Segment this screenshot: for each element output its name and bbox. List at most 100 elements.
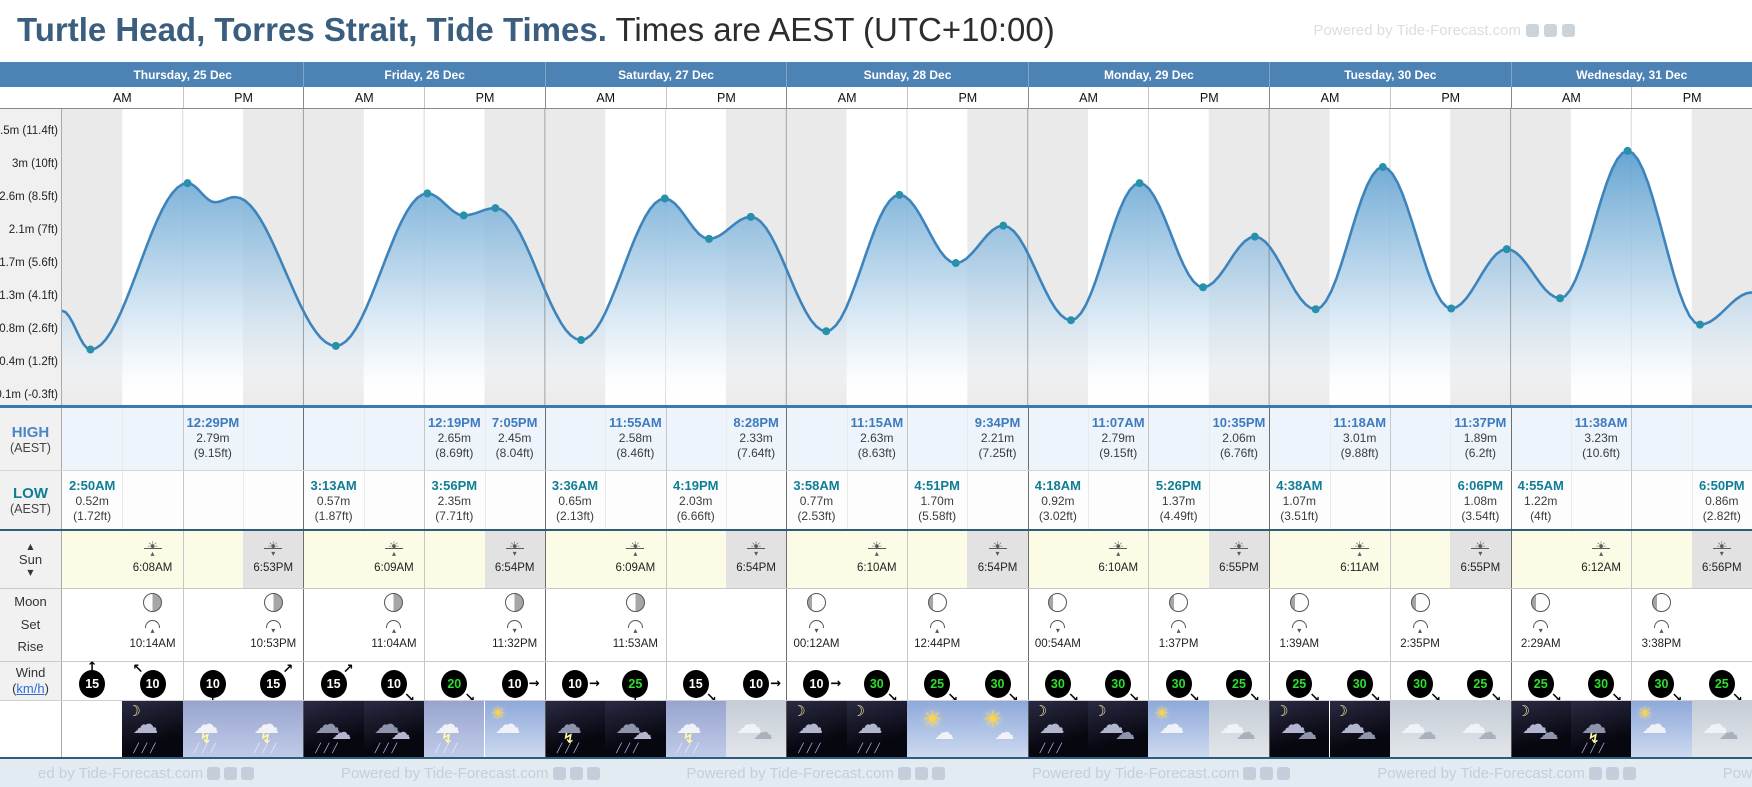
app-badge-icon	[224, 766, 238, 780]
moon-direction-caret: ▴	[1176, 626, 1181, 635]
tide-extreme-marker	[459, 211, 468, 220]
column-separator	[1329, 471, 1331, 529]
moonset-cell: ▾ 1:39AM	[1269, 589, 1329, 661]
moon-phase-icon-first-quarter	[263, 593, 283, 612]
low-tide-height-ft: (2.53ft)	[797, 508, 836, 523]
weather-glyph: ☀	[490, 704, 506, 724]
moonset-time: 00:12AM	[793, 638, 840, 650]
low-tide-entry: 2:50AM 0.52m (1.72ft)	[54, 471, 130, 529]
column-separator	[1269, 531, 1271, 588]
moon-label-text: Moon	[14, 594, 47, 609]
low-tide-height-m: 0.65m	[558, 494, 592, 508]
wind-direction-arrow-down-right: ↘	[404, 691, 415, 706]
app-badge-icon	[1622, 766, 1636, 780]
moonset-cell: ▾ 2:29AM	[1511, 589, 1571, 661]
low-tide-height-m: 0.57m	[316, 494, 351, 508]
sunrise-cell: ☀ ▴ 6:09AM	[605, 531, 665, 588]
weather-glyph: ↯	[441, 731, 453, 747]
column-separator	[1088, 471, 1090, 529]
weather-glyph: ☁	[1038, 710, 1065, 740]
sunrise-time: 6:09AM	[615, 562, 656, 575]
horizon-line	[143, 548, 162, 549]
high-tide-height-ft: (10.6ft)	[1582, 445, 1621, 460]
wind-speed-badge: 30 ↘	[1346, 670, 1381, 705]
low-tide-time: 3:56PM	[431, 478, 478, 493]
app-badge-icon	[897, 766, 911, 780]
sunset-icon: ☀ ▾	[1229, 540, 1248, 559]
moonset-cell: ▾ 00:12AM	[786, 589, 846, 661]
wind-direction-arrow-down-right: ↘	[1490, 691, 1502, 706]
column-separator	[786, 589, 788, 661]
powered-by-watermark-bar: ed by Tide-Forecast.com Powered by Tide-F…	[0, 757, 1752, 787]
moonrise-arc-icon	[929, 620, 945, 628]
wind-direction-arrow-down: ↓	[207, 693, 218, 706]
weather-glyph: ☁	[752, 720, 773, 744]
high-tide-height-ft: (7.25ft)	[978, 445, 1017, 460]
weather-glyph: ☁	[1718, 720, 1739, 744]
ampm-header-cell: PM	[424, 87, 545, 108]
sunset-icon: ☀ ▾	[505, 540, 524, 559]
weather-glyph: ╱╱╱	[616, 744, 642, 754]
sunrise-time: 6:09AM	[374, 562, 414, 575]
wind-direction-arrow-up-right: ↗	[282, 662, 294, 677]
wind-direction-arrow-down-right: ↘	[1128, 691, 1140, 706]
y-axis-tick-label: 3.5m (11.4ft)	[0, 125, 58, 137]
wind-speed-badge: 25 ↘	[1225, 670, 1260, 705]
weather-glyph: ↯	[562, 731, 575, 747]
low-tide-time: 4:55AM	[1517, 478, 1564, 493]
wind-speed-badge: 10 ↘	[380, 670, 415, 705]
low-tide-height-ft: (2.82ft)	[1702, 508, 1741, 523]
moon-phase-icon-waxing-gibbous	[1531, 593, 1551, 612]
wind-speed-badge: 10 →	[562, 670, 600, 698]
low-tide-height-ft: (6.66ft)	[676, 508, 715, 523]
weather-glyph: ☁	[1580, 710, 1607, 740]
column-separator	[967, 471, 969, 529]
y-axis-tick-label: 2.6m (8.5ft)	[0, 191, 58, 203]
column-separator	[1691, 471, 1693, 529]
sun-direction-caret: ▾	[271, 549, 276, 558]
column-separator	[1631, 662, 1633, 700]
weather-glyph: ☽	[1093, 702, 1107, 720]
low-tide-entry: 3:36AM 0.65m (2.13ft)	[537, 471, 613, 529]
sunset-cell: ☀ ▾ 6:54PM	[484, 531, 545, 588]
wind-unit-link[interactable]: km/h	[16, 681, 45, 696]
wind-speed-badge: 30 ↘	[1648, 670, 1682, 705]
ampm-header-cell: PM	[182, 87, 304, 108]
wind-speed-badge: 25 ↘	[1708, 670, 1743, 705]
sunset-cell: ☀ ▾ 6:54PM	[967, 531, 1028, 588]
high-tide-time: 9:34PM	[974, 415, 1021, 430]
low-tide-time: 4:18AM	[1034, 478, 1081, 493]
high-tide-time: 7:05PM	[491, 415, 538, 430]
sun-glyph: ☀	[1474, 540, 1487, 548]
sunset-time: 6:55PM	[1460, 562, 1501, 575]
column-separator	[1510, 531, 1512, 588]
weather-glyph: ↯	[682, 731, 695, 747]
app-badge-icon	[914, 766, 928, 780]
app-badge-icon	[1260, 766, 1274, 780]
low-tide-height-m: 1.08m	[1463, 494, 1498, 508]
y-axis-tick-label: 1.7m (5.6ft)	[0, 257, 58, 269]
low-tide-entry: 3:56PM 2.35m (7.71ft)	[416, 471, 492, 529]
sunrise-time: 6:08AM	[132, 562, 173, 575]
moon-direction-caret: ▾	[1538, 626, 1543, 635]
column-separator	[1269, 589, 1271, 661]
moon-phase-icon-waxing-gibbous	[1410, 593, 1430, 612]
column-separator	[544, 662, 546, 700]
page-title-location: Turtle Head, Torres Strait, Tide Times.	[17, 11, 607, 48]
sun-glyph: ☀	[1715, 540, 1728, 548]
sun-glyph: ☀	[146, 540, 159, 548]
column-separator	[907, 662, 908, 700]
weather-row-left-spacer	[0, 701, 62, 757]
high-tide-height-ft: (8.69ft)	[435, 445, 474, 460]
powered-by-watermark: Powered by Tide-Forecast.com	[1032, 765, 1291, 782]
high-tide-height-m: 2.79m	[1101, 431, 1135, 445]
horizon-line	[1712, 548, 1731, 549]
column-separator	[303, 589, 305, 661]
low-tide-height-ft: (4ft)	[1530, 508, 1552, 523]
low-tide-time: 5:26PM	[1155, 478, 1202, 493]
high-tide-entry: 7:05PM 2.45m (8.04ft)	[477, 408, 553, 470]
sun-glyph: ☀	[750, 540, 762, 548]
sunrise-time: 6:12AM	[1581, 562, 1621, 575]
high-tide-entry: 12:19PM 2.65m (8.69ft)	[416, 408, 492, 470]
weather-glyph: ☁	[555, 710, 582, 740]
